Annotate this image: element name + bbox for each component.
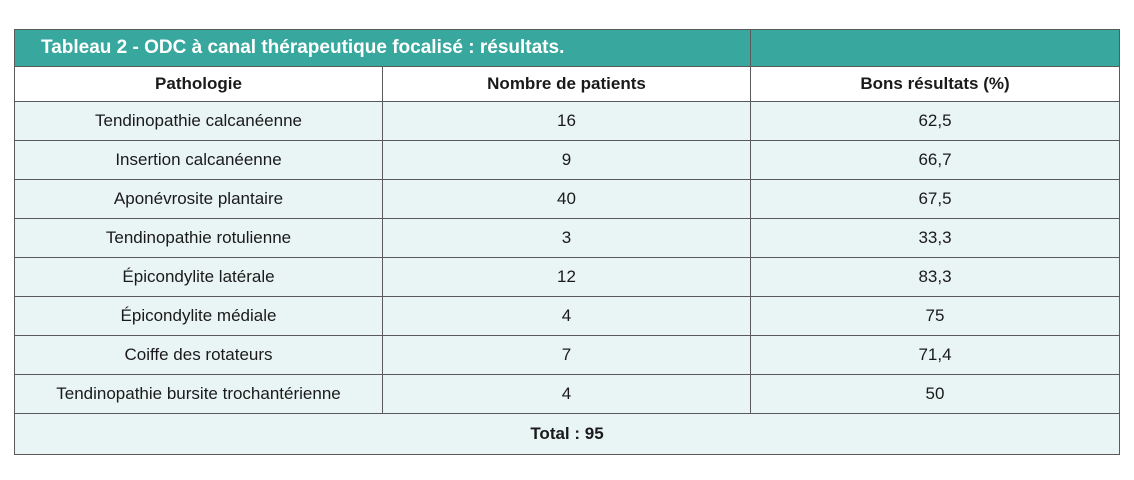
table-title-empty-cell <box>750 29 1121 67</box>
cell-pathologie: Coiffe des rotateurs <box>14 335 383 375</box>
results-table: Tableau 2 - ODC à canal thérapeutique fo… <box>13 29 1121 455</box>
table-row: Tendinopathie bursite trochantérienne 4 … <box>14 374 1121 414</box>
cell-pathologie: Épicondylite latérale <box>14 257 383 297</box>
cell-patients: 4 <box>381 374 752 414</box>
cell-pathologie: Tendinopathie bursite trochantérienne <box>14 374 383 414</box>
cell-bons-resultats: 75 <box>750 296 1121 336</box>
cell-pathologie: Aponévrosite plantaire <box>14 179 383 219</box>
cell-pathologie: Insertion calcanéenne <box>14 140 383 180</box>
table-row: Tendinopathie rotulienne 3 33,3 <box>14 218 1121 258</box>
table-row: Insertion calcanéenne 9 66,7 <box>14 140 1121 180</box>
table-total-row: Total : 95 <box>13 413 1121 455</box>
table-row: Aponévrosite plantaire 40 67,5 <box>14 179 1121 219</box>
table-header-row: Pathologie Nombre de patients Bons résul… <box>14 66 1121 102</box>
cell-bons-resultats: 71,4 <box>750 335 1121 375</box>
header-nombre-patients: Nombre de patients <box>381 66 752 102</box>
cell-pathologie: Tendinopathie calcanéenne <box>14 101 383 141</box>
cell-patients: 7 <box>381 335 752 375</box>
cell-patients: 4 <box>381 296 752 336</box>
cell-patients: 9 <box>381 140 752 180</box>
cell-bons-resultats: 66,7 <box>750 140 1121 180</box>
cell-pathologie: Tendinopathie rotulienne <box>14 218 383 258</box>
table-row: Tendinopathie calcanéenne 16 62,5 <box>14 101 1121 141</box>
results-table-container: Tableau 2 - ODC à canal thérapeutique fo… <box>13 29 1121 455</box>
cell-bons-resultats: 50 <box>750 374 1121 414</box>
table-row: Coiffe des rotateurs 7 71,4 <box>14 335 1121 375</box>
table-row: Épicondylite médiale 4 75 <box>14 296 1121 336</box>
cell-bons-resultats: 62,5 <box>750 101 1121 141</box>
cell-patients: 40 <box>381 179 752 219</box>
cell-bons-resultats: 83,3 <box>750 257 1121 297</box>
cell-bons-resultats: 33,3 <box>750 218 1121 258</box>
table-title-row: Tableau 2 - ODC à canal thérapeutique fo… <box>13 29 1121 67</box>
header-pathologie: Pathologie <box>14 66 383 102</box>
header-bons-resultats: Bons résultats (%) <box>750 66 1121 102</box>
cell-patients: 16 <box>381 101 752 141</box>
table-title: Tableau 2 - ODC à canal thérapeutique fo… <box>13 29 752 67</box>
cell-patients: 12 <box>381 257 752 297</box>
table-row: Épicondylite latérale 12 83,3 <box>14 257 1121 297</box>
cell-bons-resultats: 67,5 <box>750 179 1121 219</box>
table-total: Total : 95 <box>13 413 1121 455</box>
cell-pathologie: Épicondylite médiale <box>14 296 383 336</box>
cell-patients: 3 <box>381 218 752 258</box>
